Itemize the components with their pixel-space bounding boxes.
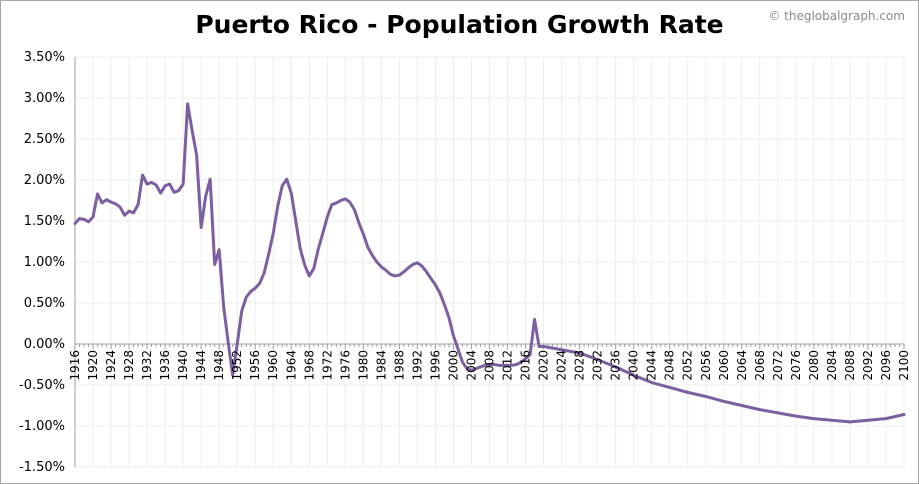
x-tick-label: 1980 xyxy=(356,350,370,381)
x-tick-label: 2036 xyxy=(609,350,623,381)
x-tick-label: 2008 xyxy=(483,350,497,381)
x-tick-label: 1964 xyxy=(284,350,298,381)
grid-layer xyxy=(74,56,905,468)
x-tick-label: 1996 xyxy=(428,350,442,381)
x-tick-label: 2060 xyxy=(717,350,731,381)
watermark: © theglobalgraph.com xyxy=(768,9,905,23)
x-tick-label: 1976 xyxy=(338,350,352,381)
x-tick-label: 2100 xyxy=(897,350,911,381)
x-tick-label: 1984 xyxy=(374,350,388,381)
y-tick-label: -0.50% xyxy=(19,378,65,393)
y-tick-label: 0.00% xyxy=(24,337,65,352)
axis-layer xyxy=(74,57,905,467)
x-tick-label: 1952 xyxy=(230,350,244,381)
y-tick-label: 1.00% xyxy=(24,255,65,270)
x-tick-label: 2064 xyxy=(735,350,749,381)
x-tick-label: 1940 xyxy=(176,350,190,381)
x-tick-label: 2024 xyxy=(555,350,569,381)
x-tick-label: 1944 xyxy=(194,350,208,381)
y-tick-label: 3.00% xyxy=(24,91,65,106)
y-tick-label: 2.00% xyxy=(24,173,65,188)
x-tick-labels: 1916 1920 1924 1928 1932 1936 1940 1944 1948 1952… xyxy=(68,350,911,381)
x-tick-label: 2048 xyxy=(663,350,677,381)
x-tick-label: 2088 xyxy=(843,350,857,381)
y-tick-label: -1.50% xyxy=(19,460,65,475)
chart-title: Puerto Rico - Population Growth Rate xyxy=(195,10,724,39)
x-tick-label: 2052 xyxy=(681,350,695,381)
x-tick-label: 1992 xyxy=(410,350,424,381)
y-tick-label: 2.50% xyxy=(24,132,65,147)
x-tick-label: 1924 xyxy=(104,350,118,381)
x-tick-label: 2076 xyxy=(789,350,803,381)
y-tick-label: 1.50% xyxy=(24,214,65,229)
x-tick-label: 2020 xyxy=(537,350,551,381)
x-tick-label: 1948 xyxy=(212,350,226,381)
y-tick-labels: -1.50% -1.00% -0.50% 0.00% 0.50% 1.00% 1.50% 2.… xyxy=(19,50,65,475)
x-tick-label: 2092 xyxy=(861,350,875,381)
x-tick-label: 1920 xyxy=(86,350,100,381)
x-tick-label: 1932 xyxy=(140,350,154,381)
x-tick-label: 1928 xyxy=(122,350,136,381)
x-tick-label: 2096 xyxy=(879,350,893,381)
x-tick-label: 1960 xyxy=(266,350,280,381)
y-tick-label: 3.50% xyxy=(24,50,65,65)
x-tick-label: 2056 xyxy=(699,350,713,381)
x-tick-label: 1972 xyxy=(320,350,334,381)
x-tick-label: 2084 xyxy=(825,350,839,381)
y-tick-label: -1.00% xyxy=(19,419,65,434)
x-tick-label: 2068 xyxy=(753,350,767,381)
x-tick-label: 2080 xyxy=(807,350,821,381)
x-tick-label: 2016 xyxy=(519,350,533,381)
x-tick-label: 2032 xyxy=(591,350,605,381)
x-tick-label: 1916 xyxy=(68,350,82,381)
x-tick-label: 2028 xyxy=(573,350,587,381)
x-tick-label: 2044 xyxy=(645,350,659,381)
y-tick-label: 0.50% xyxy=(24,296,65,311)
x-tick-label: 1936 xyxy=(158,350,172,381)
series-layer xyxy=(73,102,906,424)
series-line xyxy=(73,102,906,424)
x-tick-label: 2004 xyxy=(464,350,478,381)
x-tick-label: 2012 xyxy=(501,350,515,381)
x-tick-label: 1956 xyxy=(248,350,262,381)
x-tick-label: 1968 xyxy=(302,350,316,381)
x-tick-label: 2000 xyxy=(446,350,460,381)
x-tick-label: 1988 xyxy=(392,350,406,381)
x-tick-label: 2072 xyxy=(771,350,785,381)
x-tick-label: 2040 xyxy=(627,350,641,381)
